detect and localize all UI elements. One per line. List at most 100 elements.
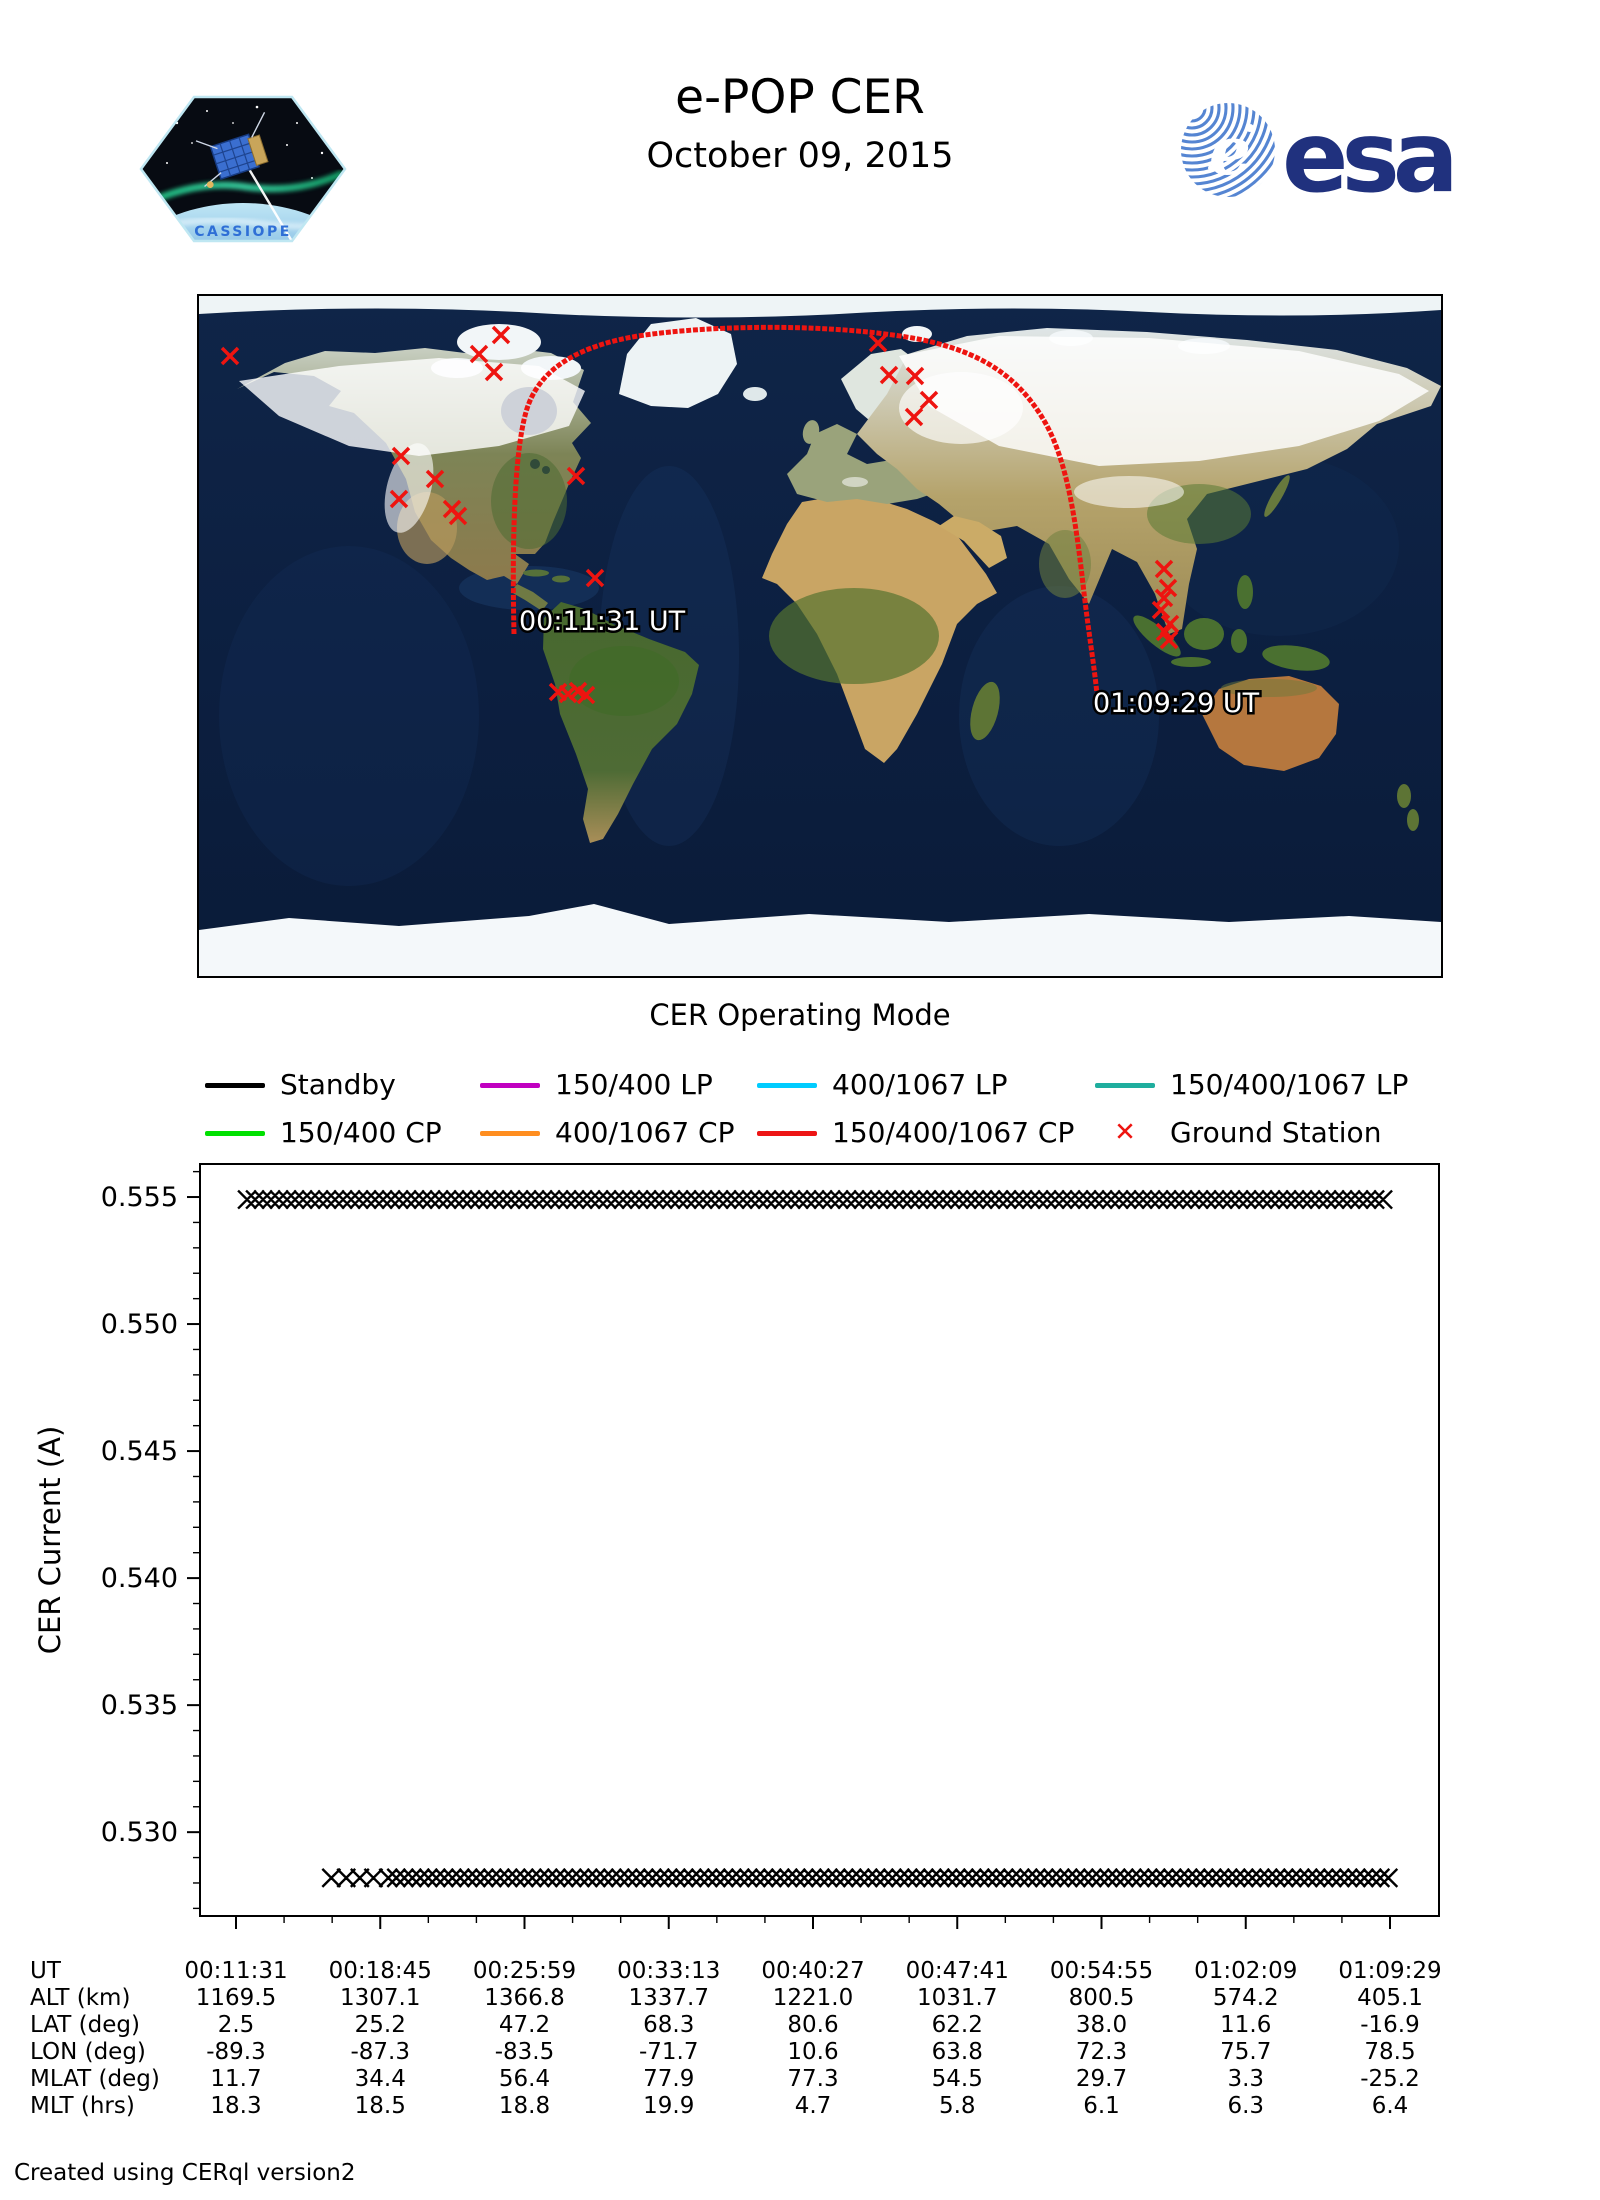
table-cell: 11.6 [1220, 2012, 1272, 2038]
satellite-ground-track [510, 324, 1100, 695]
table-row-label: ALT (km) [30, 1985, 131, 2011]
table-row-label: UT [30, 1958, 61, 1984]
table-cell: -16.9 [1360, 2012, 1420, 2038]
table-cell: 00:25:59 [472, 1958, 577, 1984]
legend-label: 150/400/1067 LP [1170, 1067, 1409, 1101]
table-cell: 80.6 [787, 2012, 839, 2038]
esa-wordmark: esa [1282, 101, 1452, 202]
table-cell: 6.1 [1083, 2093, 1120, 2119]
y-axis-label: CER Current (A) [33, 1426, 67, 1655]
table-cell: 18.8 [498, 2093, 551, 2119]
table-cell: 6.3 [1227, 2093, 1265, 2119]
table-row-label: MLT (hrs) [30, 2093, 135, 2119]
table-cell: 405.1 [1357, 1985, 1423, 2011]
svg-text:e: e [1209, 112, 1251, 190]
cassiope-mission-logo: CASSIOPE [139, 95, 347, 243]
legend-swatch-150-400-cp [205, 1131, 265, 1136]
table-cell: 34.4 [354, 2066, 406, 2092]
ground-station-markers [220, 325, 1180, 705]
table-cell: 47.2 [498, 2012, 551, 2038]
legend-swatch-150-400-1067-lp [1095, 1083, 1155, 1088]
table-cell: 00:40:27 [761, 1958, 865, 1984]
table-cell: 5.8 [938, 2093, 976, 2119]
table-cell: 62.2 [931, 2012, 983, 2038]
table-cell: 18.3 [210, 2093, 262, 2119]
legend-swatch-400-1067-lp [757, 1083, 817, 1088]
table-row-label: LON (deg) [30, 2039, 146, 2065]
y-tick-label: 0.555 [101, 1182, 178, 1213]
ground-station-x-icon: ✕ [1114, 1117, 1136, 1148]
continents [199, 296, 1441, 976]
esa-logo: e esa [1181, 101, 1459, 202]
table-cell: 3.3 [1227, 2066, 1265, 2092]
legend-label: 400/1067 CP [555, 1115, 735, 1149]
table-cell: 56.4 [498, 2066, 551, 2092]
legend-swatch-150-400-1067-cp [757, 1131, 817, 1136]
table-cell: 54.5 [931, 2066, 983, 2092]
table-cell: 00:11:31 [184, 1958, 288, 1984]
world-basemap: 00:11:31 UT 01:09:29 UT [199, 296, 1441, 976]
table-cell: 00:47:41 [905, 1958, 1009, 1984]
table-cell: 77.9 [643, 2066, 695, 2092]
legend-swatch-150-400-lp [480, 1083, 540, 1088]
legend-title: CER Operating Mode [649, 998, 951, 1032]
ocean-texture [219, 456, 1399, 886]
laser-beam [247, 168, 295, 241]
page-title: e-POP CER [675, 70, 925, 125]
y-tick-label: 0.530 [101, 1817, 178, 1848]
table-cell: 78.5 [1364, 2039, 1416, 2065]
star-field [166, 105, 324, 179]
y-tick-label: 0.535 [101, 1690, 178, 1721]
table-cell: 10.6 [787, 2039, 839, 2065]
table-cell: 00:18:45 [328, 1958, 432, 1984]
ground-track-map: 00:11:31 UT 01:09:29 UT [197, 294, 1443, 978]
table-cell: 19.9 [643, 2093, 695, 2119]
y-tick-label: 0.545 [101, 1436, 178, 1467]
data-band-CER-current-lower-band [321, 1868, 1399, 1888]
axis-ticks [187, 1170, 1391, 1929]
table-cell: 1169.5 [195, 1985, 277, 2011]
table-cell: 18.5 [354, 2093, 406, 2119]
table-cell: 6.4 [1371, 2093, 1409, 2119]
table-cell: 11.7 [210, 2066, 262, 2092]
table-cell: 68.3 [643, 2012, 695, 2038]
snow-cover [199, 296, 1441, 533]
table-cell: 63.8 [931, 2039, 983, 2065]
indonesia-islands [1133, 575, 1330, 671]
table-cell: -25.2 [1360, 2066, 1420, 2092]
table-cell: 77.3 [787, 2066, 839, 2092]
y-tick-label: 0.540 [101, 1563, 178, 1594]
table-cell: 01:09:29 [1338, 1958, 1442, 1984]
legend-label: 150/400/1067 CP [832, 1115, 1075, 1149]
table-cell: -89.3 [206, 2039, 266, 2065]
track-end-time-label: 01:09:29 UT [1093, 688, 1260, 719]
legend-label: 150/400 LP [555, 1067, 713, 1101]
table-cell: 72.3 [1075, 2039, 1128, 2065]
table-cell: 00:54:55 [1049, 1958, 1154, 1984]
table-cell: -87.3 [350, 2039, 411, 2065]
aurora-arc [141, 169, 345, 209]
legend-label: Ground Station [1170, 1115, 1382, 1149]
table-cell: 25.2 [354, 2012, 406, 2038]
table-cell: 1366.8 [484, 1985, 565, 2011]
orbit-overlay: 00:11:31 UT 01:09:29 UT [220, 324, 1262, 722]
table-cell: 4.7 [794, 2093, 832, 2119]
table-cell: 00:33:13 [617, 1958, 721, 1984]
legend-swatch-400-1067-cp [480, 1131, 540, 1136]
page-date: October 09, 2015 [646, 136, 954, 176]
table-cell: -83.5 [494, 2039, 555, 2065]
table-cell: 29.7 [1075, 2066, 1128, 2092]
table-cell: 38.0 [1075, 2012, 1128, 2038]
legend-label: 400/1067 LP [832, 1067, 1008, 1101]
table-cell: 01:02:09 [1194, 1958, 1298, 1984]
y-tick-label: 0.550 [101, 1309, 178, 1340]
credit-note: Created using CERql version2 [14, 2160, 356, 2186]
track-start-time-label: 00:11:31 UT [519, 606, 686, 637]
satellite-illustration [195, 111, 269, 189]
hex-border [139, 95, 347, 243]
table-cell: 1221.0 [772, 1985, 854, 2011]
table-cell: 1337.7 [628, 1985, 709, 2011]
plot-frame [199, 1163, 1440, 1917]
table-cell: 2.5 [217, 2012, 255, 2038]
